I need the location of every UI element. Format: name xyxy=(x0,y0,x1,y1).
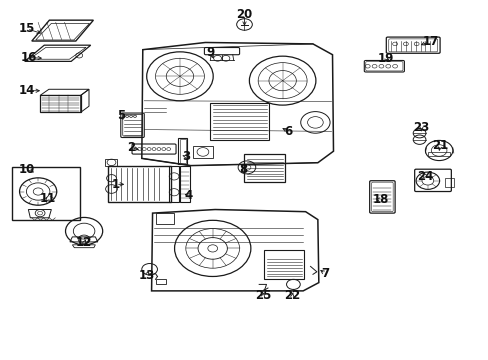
Text: 14: 14 xyxy=(19,84,35,97)
Text: 16: 16 xyxy=(21,51,38,64)
Bar xyxy=(105,159,117,166)
Text: 22: 22 xyxy=(284,289,300,302)
Text: 19: 19 xyxy=(377,52,394,65)
Text: 11: 11 xyxy=(40,192,56,205)
Text: 12: 12 xyxy=(76,237,92,249)
Text: 13: 13 xyxy=(138,269,155,282)
Text: 20: 20 xyxy=(236,8,252,21)
Bar xyxy=(178,138,187,164)
Bar xyxy=(444,178,453,187)
Bar xyxy=(244,154,284,182)
Text: 4: 4 xyxy=(184,189,192,202)
Text: 1: 1 xyxy=(112,178,120,191)
Bar xyxy=(107,166,171,202)
Text: 18: 18 xyxy=(371,193,388,206)
Text: 25: 25 xyxy=(254,289,271,302)
Text: 3: 3 xyxy=(182,150,189,163)
Bar xyxy=(180,166,189,202)
Bar xyxy=(168,166,179,202)
Bar xyxy=(193,146,212,158)
Text: 21: 21 xyxy=(431,139,447,152)
Text: 17: 17 xyxy=(421,35,438,48)
Text: 9: 9 xyxy=(206,46,214,59)
Bar xyxy=(180,139,185,163)
Text: 24: 24 xyxy=(416,170,433,183)
Text: 15: 15 xyxy=(19,22,35,35)
Text: 2: 2 xyxy=(127,141,135,154)
Text: 6: 6 xyxy=(284,125,292,138)
Bar xyxy=(12,167,80,220)
Bar xyxy=(264,250,304,279)
Bar xyxy=(427,152,449,156)
Text: 5: 5 xyxy=(117,109,125,122)
Text: 8: 8 xyxy=(239,163,247,176)
Text: 7: 7 xyxy=(321,267,328,280)
Text: 10: 10 xyxy=(19,163,35,176)
Bar xyxy=(210,103,268,140)
Text: 23: 23 xyxy=(412,121,429,134)
